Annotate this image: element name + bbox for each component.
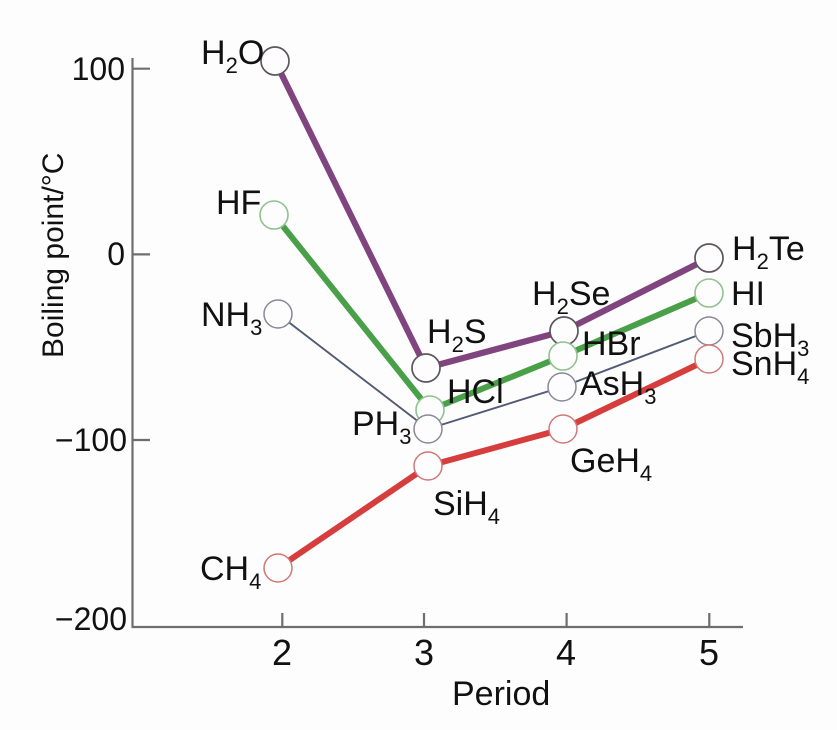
svg-text:SnH4: SnH4 [731, 345, 809, 389]
svg-text:NH3: NH3 [201, 296, 262, 340]
svg-text:HCl: HCl [447, 373, 504, 411]
svg-text:2: 2 [272, 632, 292, 673]
svg-text:4: 4 [556, 632, 576, 673]
svg-text:5: 5 [699, 632, 719, 673]
svg-text:HBr: HBr [582, 325, 641, 363]
svg-text:100: 100 [72, 51, 125, 87]
svg-text:CH4: CH4 [200, 550, 261, 594]
svg-text:AsH3: AsH3 [580, 365, 656, 409]
svg-text:3: 3 [414, 632, 434, 673]
svg-text:HI: HI [731, 275, 765, 313]
svg-text:Period: Period [452, 675, 550, 713]
svg-text:0: 0 [107, 236, 125, 272]
svg-text:PH3: PH3 [352, 405, 411, 449]
svg-text:−100: −100 [55, 422, 127, 458]
svg-text:GeH4: GeH4 [570, 442, 652, 486]
svg-text:Boiling point/°C: Boiling point/°C [37, 153, 70, 358]
svg-text:HF: HF [216, 184, 261, 222]
svg-text:−200: −200 [55, 601, 127, 637]
svg-text:H2Te: H2Te [732, 230, 805, 274]
svg-text:H2S: H2S [427, 313, 487, 357]
svg-text:SbH3: SbH3 [731, 317, 809, 361]
svg-text:H2Se: H2Se [532, 275, 610, 319]
svg-text:H2O: H2O [201, 34, 264, 78]
svg-text:SiH4: SiH4 [433, 485, 500, 529]
